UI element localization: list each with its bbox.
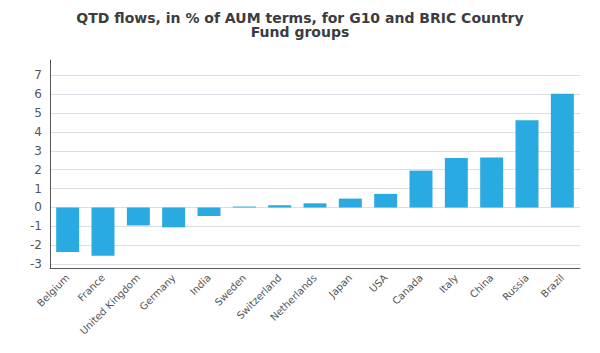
svg-text:7: 7	[34, 68, 42, 82]
svg-text:5: 5	[34, 106, 42, 120]
svg-text:Japan: Japan	[326, 272, 354, 300]
svg-text:India: India	[188, 272, 213, 297]
svg-text:2: 2	[34, 163, 42, 177]
svg-text:Netherlands: Netherlands	[268, 272, 319, 323]
svg-text:China: China	[468, 272, 496, 300]
svg-text:Germany: Germany	[137, 272, 177, 312]
svg-text:4: 4	[34, 125, 42, 139]
svg-text:Fund groups: Fund groups	[251, 24, 350, 40]
svg-text:Canada: Canada	[390, 272, 425, 307]
svg-text:-3: -3	[30, 257, 42, 271]
svg-text:Sweden: Sweden	[213, 272, 249, 308]
svg-text:QTD flows, in % of AUM terms,: QTD flows, in % of AUM terms, for G10 an…	[76, 10, 524, 26]
svg-text:1: 1	[34, 182, 42, 196]
svg-text:0: 0	[34, 200, 42, 214]
svg-text:United Kingdom: United Kingdom	[78, 272, 142, 336]
svg-text:Belgium: Belgium	[35, 272, 72, 309]
svg-text:Italy: Italy	[437, 272, 460, 295]
svg-text:-2: -2	[30, 238, 42, 252]
svg-text:3: 3	[34, 144, 42, 158]
svg-text:Brazil: Brazil	[539, 272, 566, 299]
svg-text:Switzerland: Switzerland	[234, 272, 284, 322]
svg-text:USA: USA	[367, 272, 390, 295]
svg-text:-1: -1	[30, 219, 42, 233]
svg-text:6: 6	[34, 87, 42, 101]
svg-text:Russia: Russia	[500, 272, 530, 302]
svg-text:France: France	[76, 272, 107, 303]
